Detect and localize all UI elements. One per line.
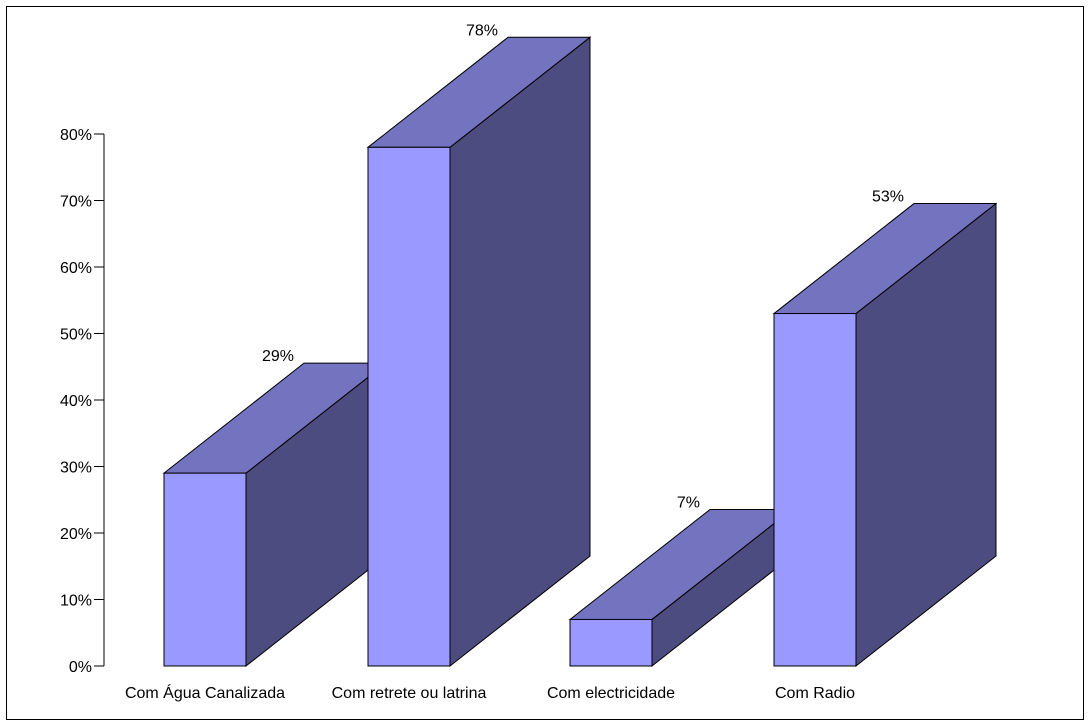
bar-front-face bbox=[163, 472, 247, 667]
y-axis: 0% 10% 20% 30% 40% 50% 60% 70% 80% bbox=[60, 127, 105, 676]
data-label: 7% bbox=[677, 494, 700, 511]
y-tick-label: 0% bbox=[69, 659, 92, 676]
bar-front-face bbox=[569, 618, 653, 667]
y-tick-label: 70% bbox=[60, 194, 92, 211]
bar bbox=[162, 362, 388, 668]
bar-front-face bbox=[773, 313, 857, 667]
data-label: 53% bbox=[872, 189, 904, 206]
y-tick-label: 80% bbox=[60, 127, 92, 144]
y-tick-label: 50% bbox=[60, 327, 92, 344]
labels: 29% Com Água Canalizada 78% Com retrete ou … bbox=[125, 22, 904, 702]
bar bbox=[568, 508, 794, 668]
data-label: 29% bbox=[262, 348, 294, 365]
category-label: Com retrete ou latrina bbox=[332, 685, 487, 702]
y-tick-label: 20% bbox=[60, 526, 92, 543]
y-tick-label: 30% bbox=[60, 460, 92, 477]
bar-front-face bbox=[367, 146, 451, 667]
y-tick-label: 40% bbox=[60, 393, 92, 410]
y-tick-label: 60% bbox=[60, 260, 92, 277]
y-tick-label: 10% bbox=[60, 593, 92, 610]
category-label: Com electricidade bbox=[547, 685, 675, 702]
bar bbox=[366, 36, 592, 668]
bar bbox=[772, 202, 998, 668]
bars bbox=[162, 36, 998, 668]
category-label: Com Água Canalizada bbox=[125, 683, 285, 702]
data-label: 78% bbox=[466, 22, 498, 39]
bar-side-face bbox=[449, 36, 591, 668]
category-label: Com Radio bbox=[775, 685, 855, 702]
